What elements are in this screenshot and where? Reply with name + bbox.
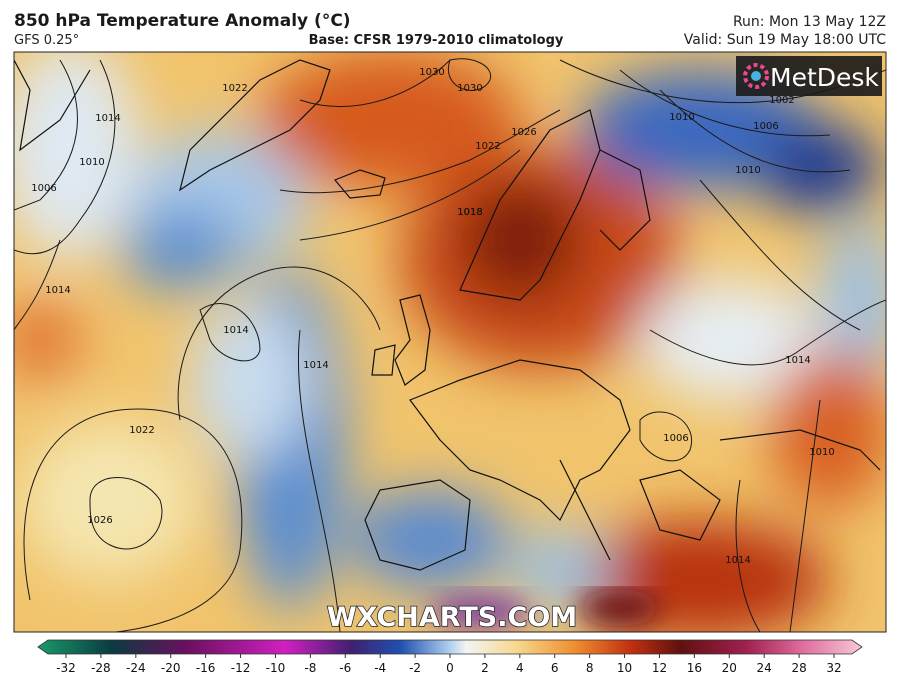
colorbar-tick-label: -12 — [231, 661, 251, 675]
colorbar: -32 -28 -24 -20 -16 -12 -10 -8 -6 -4 -2 0 2 4 6 8 10 12 16… — [37, 639, 863, 675]
colorbar-tick-label: 10 — [617, 661, 632, 675]
valid: Valid: Sun 19 May 18:00 UTC — [684, 32, 886, 48]
colorbar-tick-label: 0 — [446, 661, 454, 675]
isobar-label: 1006 — [753, 121, 778, 132]
isobar-label: 1006 — [31, 183, 56, 194]
colorbar-tick-label: 8 — [586, 661, 594, 675]
colorbar-tick-label: -10 — [266, 661, 286, 675]
isobar-label: 1026 — [511, 127, 536, 138]
isobar-label: 1018 — [457, 207, 482, 218]
watermark: WXCHARTS.COM — [327, 602, 577, 633]
isobar-label: 1010 — [735, 165, 760, 176]
logo-text: MetDesk — [770, 63, 879, 92]
colorbar-tick-label: 12 — [652, 661, 667, 675]
colorbar-tick-label: -32 — [56, 661, 76, 675]
base: Base: CFSR 1979-2010 climatology — [309, 33, 564, 48]
colorbar-tick-label: 16 — [687, 661, 702, 675]
isobar-label: 1014 — [785, 355, 810, 366]
isobar-label: 1010 — [669, 112, 694, 123]
isobar-label: 1022 — [129, 425, 154, 436]
model: GFS 0.25° — [14, 33, 79, 48]
isobar-label: 1014 — [95, 113, 120, 124]
colorbar-tick-label: -20 — [161, 661, 181, 675]
map-frame — [13, 51, 887, 633]
isobar-label: 1014 — [303, 360, 328, 371]
colorbar-tick-label: 6 — [551, 661, 559, 675]
colorbar-tick-label: -2 — [409, 661, 421, 675]
isobar-label: 1022 — [475, 141, 500, 152]
isobar-label: 1026 — [87, 515, 112, 526]
colorbar-bar — [37, 639, 863, 655]
colorbar-tick-label: 2 — [481, 661, 489, 675]
run: Run: Mon 13 May 12Z — [733, 14, 886, 30]
colorbar-tick-label: 4 — [516, 661, 524, 675]
isobar-label: 1010 — [809, 447, 834, 458]
map — [14, 52, 886, 632]
title: 850 hPa Temperature Anomaly (°C) — [14, 11, 351, 31]
colorbar-tick-label: -16 — [196, 661, 216, 675]
colorbar-tick-label: 24 — [757, 661, 772, 675]
colorbar-tick-label: 28 — [791, 661, 806, 675]
colorbar-tick-label: -6 — [339, 661, 351, 675]
isobar-label: 1010 — [79, 157, 104, 168]
isobar-label: 1002 — [769, 95, 794, 106]
colorbar-tick-label: -24 — [126, 661, 146, 675]
isobar-label: 1014 — [223, 325, 248, 336]
isobar-label: 1006 — [663, 433, 688, 444]
colorbar-tick-label: -28 — [91, 661, 111, 675]
colorbar-tick-label: 20 — [722, 661, 737, 675]
colorbar-tick-label: -4 — [374, 661, 386, 675]
isobar-label: 1030 — [457, 83, 482, 94]
isobar-label: 1018 — [457, 207, 482, 218]
isobar-label: 1014 — [45, 285, 70, 296]
isobar-label: 1014 — [725, 555, 750, 566]
logo: MetDesk — [736, 56, 882, 96]
isobar-label: 1030 — [419, 67, 444, 78]
colorbar-tick-label: 32 — [826, 661, 841, 675]
colorbar-tick-label: -8 — [304, 661, 316, 675]
isobar-label: 1022 — [222, 83, 247, 94]
